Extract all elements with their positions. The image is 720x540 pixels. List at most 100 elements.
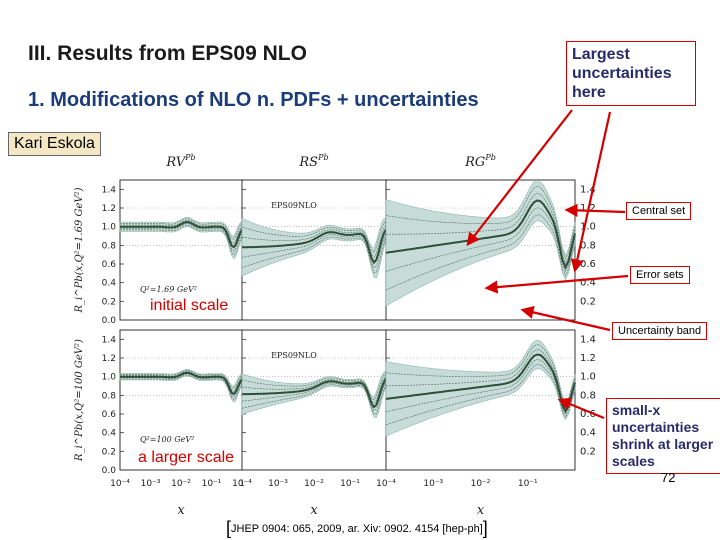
error-set-line <box>120 220 243 244</box>
x-tick-label: 10⁻² <box>471 479 491 489</box>
y-tick-label: 0.0 <box>102 316 117 326</box>
page-number: 72 <box>661 470 676 485</box>
x-tick-label: 10⁻¹ <box>340 479 360 489</box>
x-tick-label: 10⁻² <box>304 479 324 489</box>
label-initial-scale: initial scale <box>148 297 231 315</box>
y-tick-label: 1.2 <box>102 204 116 214</box>
x-axis-title: x <box>310 503 318 518</box>
callout-small-x: small-x uncertainties shrink at larger s… <box>606 398 720 474</box>
y-tick-label: 0.0 <box>102 466 117 476</box>
error-set-line <box>241 225 387 258</box>
arrow-error <box>484 274 629 294</box>
y-tick-label: 0.4 <box>102 279 117 289</box>
x-tick-label: 1 <box>239 479 245 489</box>
y-tick-label-right: 0.8 <box>580 240 596 251</box>
error-set-line <box>241 232 387 269</box>
error-set-line <box>241 376 387 404</box>
eps09-label: EPS09NLO <box>271 351 317 360</box>
y-tick-label: 0.4 <box>102 429 117 439</box>
error-set-line <box>241 373 387 401</box>
error-set-line <box>120 371 243 392</box>
error-set-line <box>241 383 387 415</box>
y-tick-label-right: 0.2 <box>580 446 596 457</box>
y-tick-label: 1.0 <box>102 223 117 233</box>
x-tick-label: 10⁻² <box>171 479 191 489</box>
error-set-line <box>385 214 576 291</box>
error-set-line <box>385 185 576 260</box>
y-tick-label: 1.4 <box>102 335 117 345</box>
y-tick-label-right: 0.4 <box>580 278 596 289</box>
author-box: Kari Eskola <box>8 132 101 156</box>
error-set-line <box>386 349 576 409</box>
x-tick-label: 10⁻³ <box>268 479 288 489</box>
y-axis-title: R_i^Pb(x,Q²=1.69 GeV²) <box>74 187 85 313</box>
error-set-line <box>241 236 387 274</box>
error-set-line <box>385 207 576 273</box>
callout-error-sets: Error sets <box>630 266 690 284</box>
error-set-line <box>120 374 243 401</box>
y-tick-label: 0.2 <box>102 447 116 457</box>
central-set-line <box>120 220 243 249</box>
y-tick-label: 1.0 <box>102 373 117 383</box>
x-axis-title: x <box>477 503 485 518</box>
error-set-line <box>386 193 576 264</box>
error-set-line <box>120 224 243 256</box>
y-tick-label: 0.8 <box>102 391 117 401</box>
x-tick-label: 10⁻¹ <box>518 479 538 489</box>
error-set-line <box>385 344 576 406</box>
error-set-line <box>385 364 576 426</box>
label-larger-scale: a larger scale <box>136 449 237 467</box>
panel-title-sup: Pb <box>317 153 329 162</box>
row-scale-label: Q²=100 GeV² <box>140 435 194 444</box>
x-tick-label: 10⁻⁴ <box>110 479 130 489</box>
error-set-line <box>120 370 243 389</box>
y-tick-label-right: 0.4 <box>580 428 596 439</box>
error-set-line <box>241 221 387 253</box>
panel-title-2: RGPb <box>464 153 496 170</box>
central-set-line <box>242 228 387 265</box>
y-tick-label-right: 0.6 <box>580 259 596 270</box>
error-set-line <box>241 381 387 412</box>
central-set-line <box>385 353 576 414</box>
y-tick-label-right: 1.2 <box>580 353 596 364</box>
x-tick-label: 10⁻³ <box>141 479 161 489</box>
y-tick-label: 0.2 <box>102 297 116 307</box>
panel-title-1: RSPb <box>298 153 328 170</box>
error-set-line <box>120 218 243 240</box>
y-tick-label-right: 1.0 <box>580 372 596 383</box>
x-axis-title: x <box>177 503 185 518</box>
error-set-line <box>120 373 243 398</box>
y-axis-title: R_i^Pb(x,Q²=100 GeV²) <box>74 339 85 462</box>
error-set-line <box>385 359 576 415</box>
arrow-largest-1 <box>466 109 573 247</box>
panel-title-sup: Pb <box>184 153 196 162</box>
callout-largest-uncertainties: Largest uncertainties here <box>566 41 696 106</box>
y-tick-label-right: 0.8 <box>580 390 596 401</box>
row-scale-label: Q²=1.69 GeV² <box>140 285 197 294</box>
slide-subtitle: 1. Modifications of NLO n. PDFs + uncert… <box>28 89 479 111</box>
y-tick-label: 0.8 <box>102 241 117 251</box>
x-tick-label: 10⁻⁴ <box>232 479 252 489</box>
eps09-label: EPS09NLO <box>271 201 317 210</box>
reference: [JHEP 0904: 065, 2009, ar. Xiv: 0902. 41… <box>226 518 488 538</box>
x-tick-label: 10⁻³ <box>423 479 443 489</box>
callout-uncertainty-band: Uncertainty band <box>612 322 708 340</box>
x-tick-label: 10⁻¹ <box>202 479 222 489</box>
y-tick-label: 1.2 <box>102 354 116 364</box>
arrow-largest-2 <box>570 111 612 273</box>
y-tick-label-right: 1.4 <box>580 334 596 345</box>
panel-frame <box>119 179 243 321</box>
central-set-line <box>385 199 576 270</box>
error-set-line <box>120 223 243 252</box>
y-tick-label: 0.6 <box>102 410 117 420</box>
central-set-line <box>242 378 387 409</box>
panel-title-0: RVPb <box>165 153 195 170</box>
y-tick-label: 0.6 <box>102 260 117 270</box>
panel-frame <box>119 329 243 471</box>
x-tick-label: 10⁻⁴ <box>376 479 396 489</box>
y-tick-label-right: 1.4 <box>580 184 596 195</box>
arrow-band <box>520 305 611 332</box>
panel-title-sup: Pb <box>484 153 496 162</box>
y-tick-label-right: 1.0 <box>580 222 596 233</box>
